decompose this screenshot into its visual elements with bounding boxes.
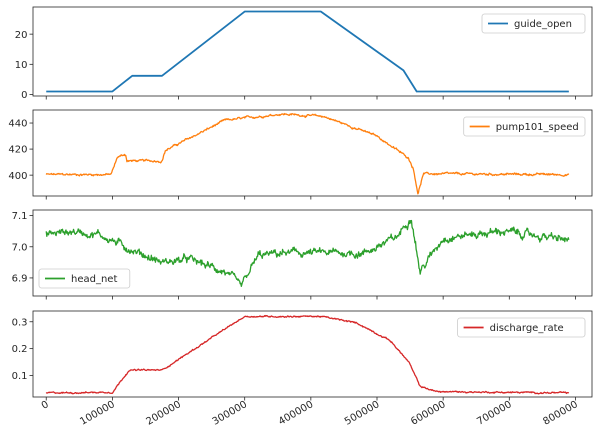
subplot-3: 6.9 7.0 7.1 head_net (12, 209, 593, 300)
legend-label: pump101_speed (496, 122, 579, 133)
legend: discharge_rate (457, 317, 586, 338)
legend-label: discharge_rate (490, 323, 564, 334)
y-tick-label: 20 (15, 30, 28, 41)
x-tick-label: 500000 (343, 399, 382, 428)
legend-box (481, 13, 586, 34)
legend-box (38, 268, 131, 289)
axes-frame (32, 310, 593, 398)
y-tick-label: 0.2 (12, 344, 28, 355)
x-tick-label: 700000 (475, 399, 514, 428)
legend: guide_open (481, 13, 586, 34)
axes-frame (32, 6, 593, 97)
x-tick-label: 100000 (78, 399, 117, 428)
legend-box (463, 116, 586, 137)
series-line-discharge_rate (45, 314, 570, 395)
x-tick-label: 800000 (541, 399, 580, 428)
y-tick-label: 10 (15, 60, 28, 71)
x-tick-label: 400000 (277, 399, 316, 428)
series-line-head_net (45, 219, 570, 288)
subplot-2: 400 420 440 pump101_speed (8, 109, 593, 200)
y-tick-label: 440 (8, 119, 27, 130)
series-line-guide_open (46, 10, 569, 93)
y-tick-label: 0.1 (12, 371, 28, 382)
y-tick-label: 7.1 (12, 211, 28, 222)
legend-box (457, 317, 586, 338)
y-tick-label: 420 (8, 145, 27, 156)
axes-frame (32, 209, 593, 297)
x-tick-label: 300000 (211, 399, 250, 428)
y-tick-label: 400 (8, 171, 27, 182)
x-tick-label: 600000 (409, 399, 448, 428)
y-tick-label: 0 (21, 90, 27, 101)
y-tick-label: 7.0 (12, 242, 28, 253)
axes-frame (32, 109, 593, 197)
x-tick-label: 200000 (144, 399, 183, 428)
legend: pump101_speed (463, 116, 586, 137)
legend-label: guide_open (514, 19, 572, 30)
y-tick-label: 0.3 (12, 317, 28, 328)
legend-label: head_net (71, 274, 117, 285)
subplot-4: 0.1 0.2 0.3 0 100000 200000 300000 400000 500000… (12, 310, 593, 428)
series-line-pump101_speed (45, 112, 570, 195)
y-tick-label: 6.9 (12, 274, 28, 285)
x-tick-label: 0 (40, 399, 51, 412)
legend: head_net (38, 268, 131, 289)
subplot-1: 0 10 20 guide_open (15, 6, 593, 101)
